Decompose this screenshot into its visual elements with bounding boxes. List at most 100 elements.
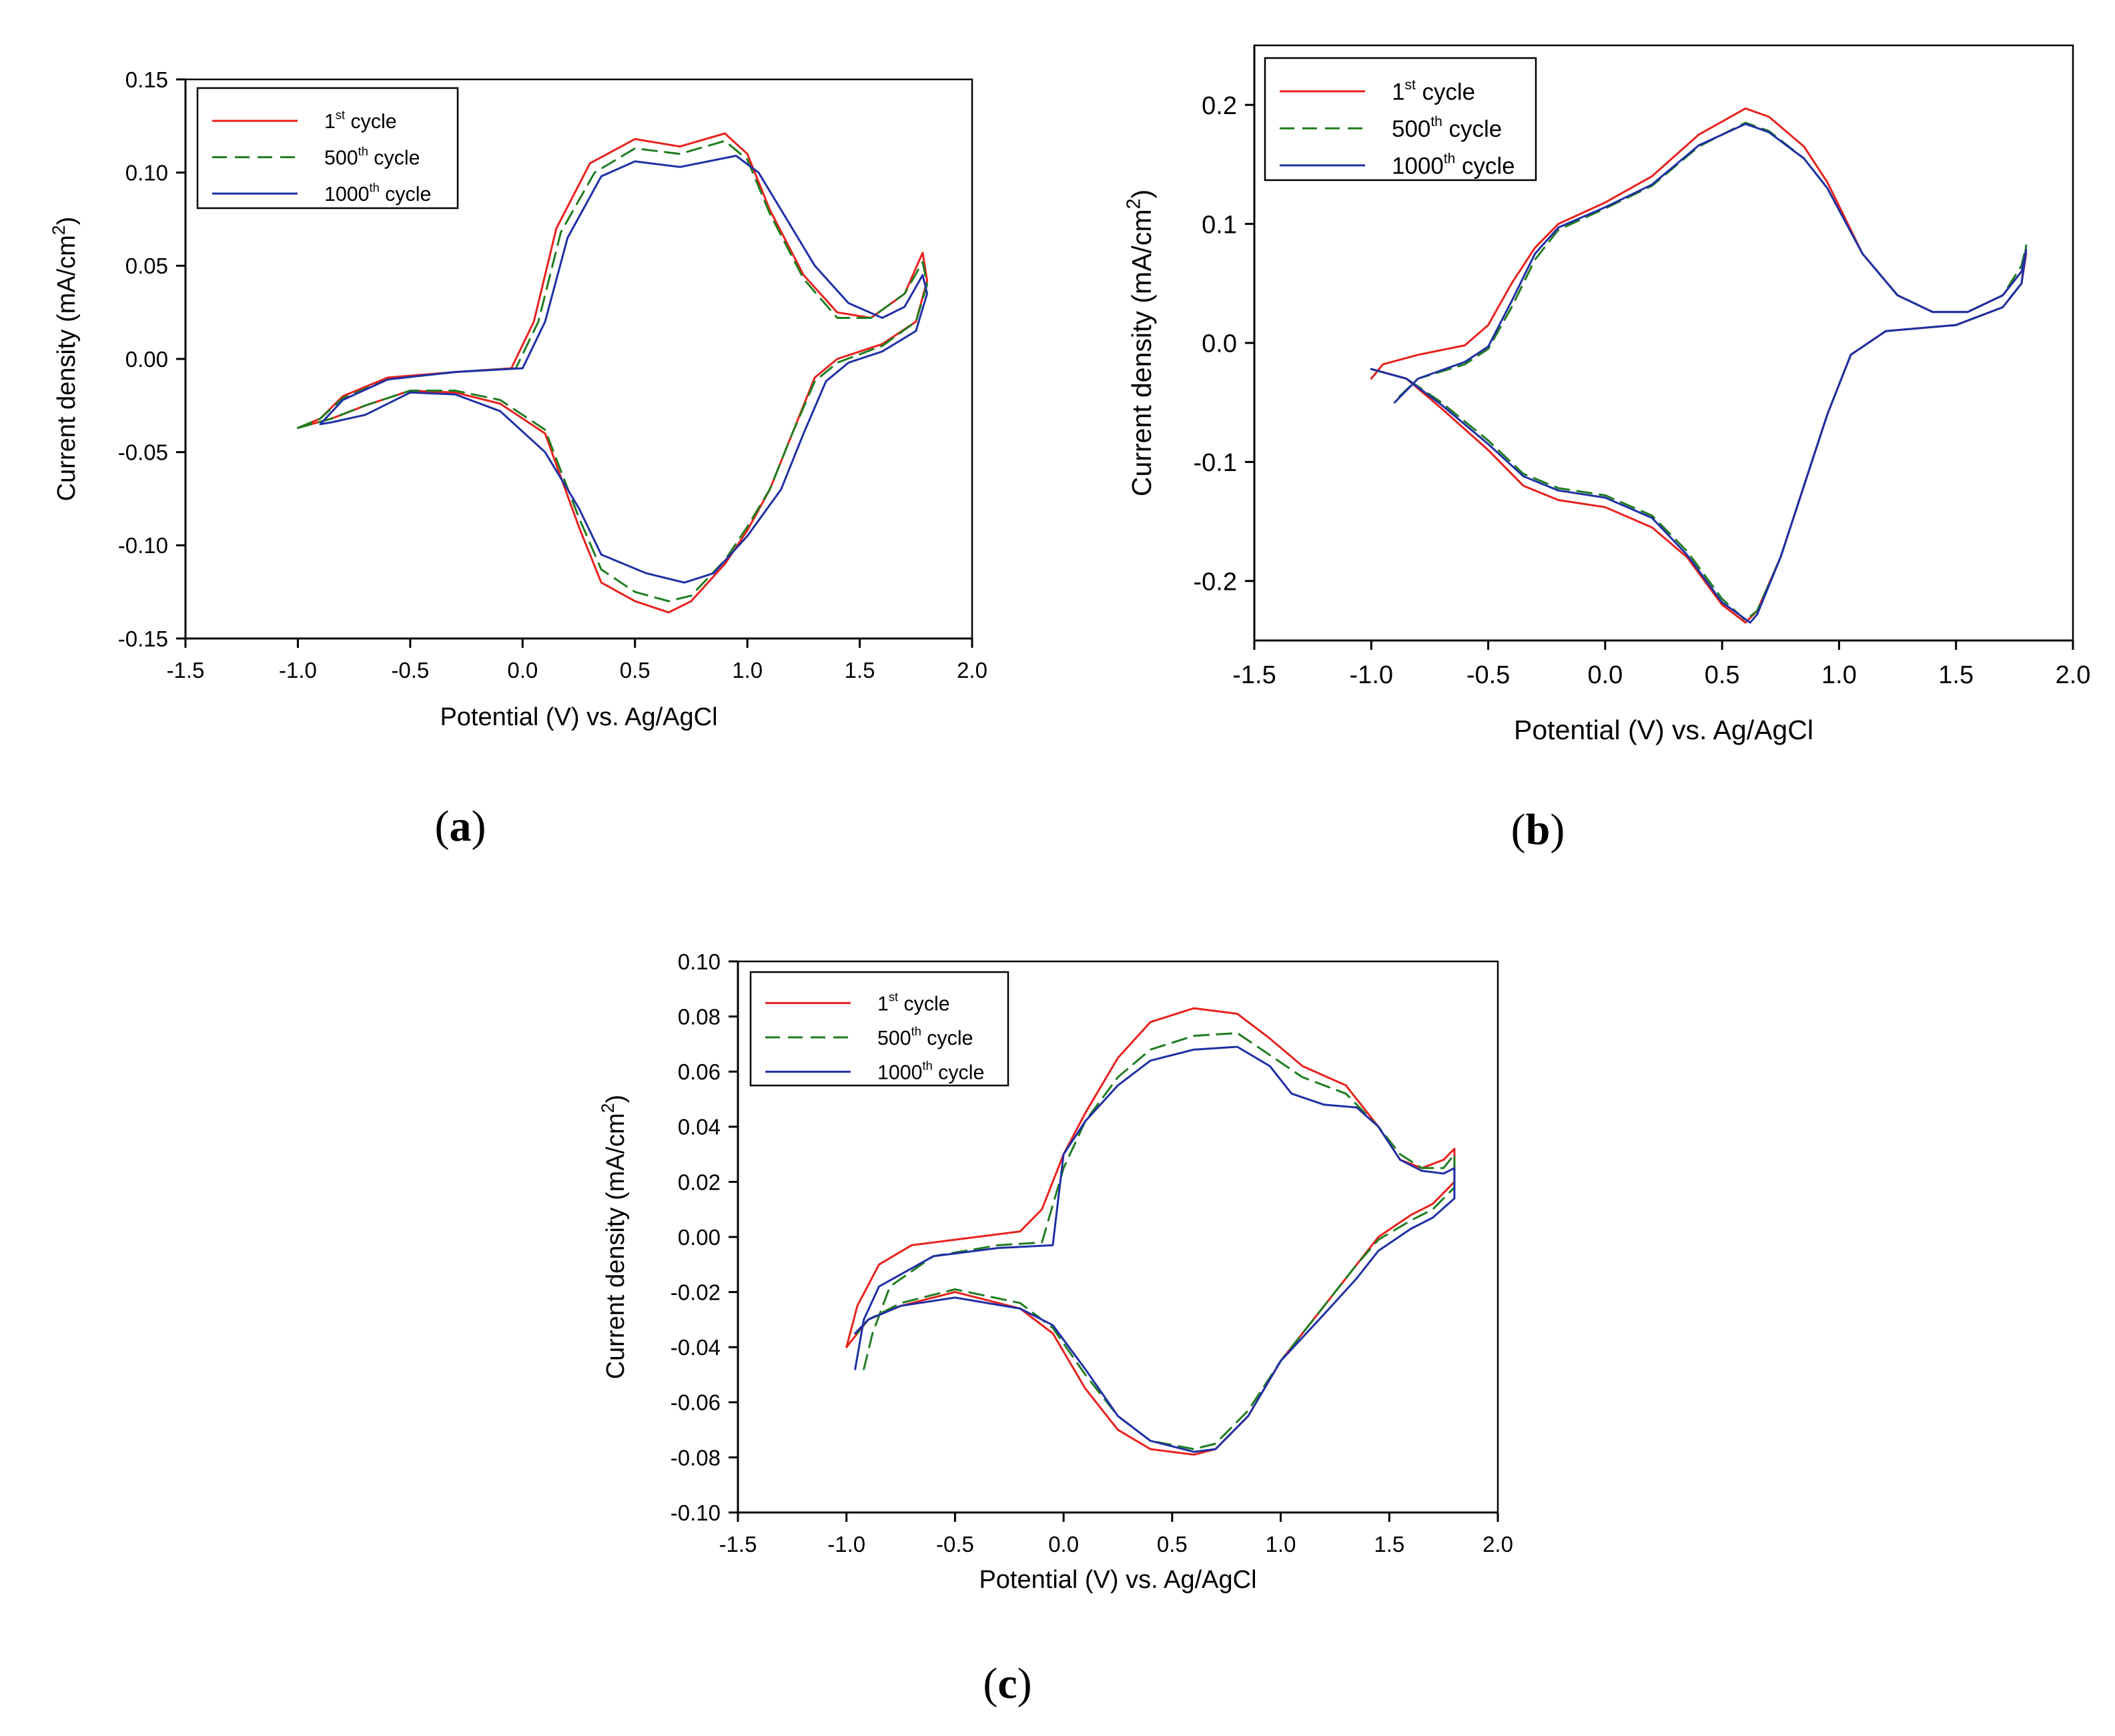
y-tick-label: -0.1 — [1194, 449, 1237, 477]
x-tick-label: -1.0 — [279, 658, 317, 683]
legend-label-rest: cycle — [1455, 153, 1515, 179]
legend-label-main: 1 — [877, 993, 889, 1015]
x-tick-label: -0.5 — [936, 1532, 974, 1557]
legend-label-rest: cycle — [921, 1027, 973, 1049]
x-tick-label: 1.0 — [1266, 1532, 1296, 1557]
x-tick-label: -0.5 — [1466, 661, 1510, 689]
y-tick-label: 0.02 — [678, 1170, 721, 1194]
series-group — [845, 1007, 1456, 1456]
x-tick-label: 1.5 — [845, 658, 875, 683]
legend-label-main: 500 — [324, 147, 358, 169]
legend-label: 500th cycle — [877, 1025, 973, 1049]
legend-label-rest: cycle — [345, 111, 397, 133]
panel-c: -1.5 -1.0 -0.5 0.0 0.5 1.0 1.5 2.0 -0.10 -0.08 -0.… — [598, 949, 1513, 1708]
x-tick-label: 0.5 — [620, 658, 651, 683]
y-tick-label: 0.05 — [125, 254, 168, 278]
legend-label: 1000th cycle — [324, 181, 431, 205]
legend-label-main: 500 — [877, 1027, 911, 1049]
legend-label-main: 1 — [324, 111, 336, 133]
y-tick-label: -0.06 — [671, 1390, 721, 1415]
legend-label-sup: st — [1404, 77, 1415, 93]
legend-label-main: 500 — [1392, 116, 1430, 142]
x-tick-label: -1.5 — [719, 1532, 757, 1557]
series-line-1st-cycle — [845, 1007, 1456, 1456]
legend-label-main: 1000 — [877, 1061, 923, 1083]
y-tick-label: 0.08 — [678, 1004, 721, 1029]
legend-label-sup: th — [923, 1059, 933, 1073]
legend-label-sup: th — [358, 145, 368, 158]
y-axis-label-sup: 2 — [49, 225, 69, 235]
y-axis-label-close: ) — [1126, 189, 1157, 199]
legend-label-rest: cycle — [1416, 79, 1475, 105]
x-axis-label: Potential (V) vs. Ag/AgCl — [440, 703, 717, 731]
x-tick-label: 1.5 — [1938, 661, 1974, 689]
x-axis-label: Potential (V) vs. Ag/AgCl — [1514, 715, 1813, 745]
y-tick-label: 0.00 — [678, 1225, 721, 1250]
legend-box — [1264, 57, 1537, 181]
y-tick-label: 0.00 — [125, 347, 168, 372]
y-axis-label-close: ) — [53, 217, 81, 226]
y-tick-label: 0.2 — [1202, 92, 1237, 120]
x-tick-label: 0.5 — [1157, 1532, 1188, 1557]
y-tick-label: -0.15 — [118, 626, 168, 651]
y-tick-label: -0.08 — [671, 1445, 721, 1470]
y-tick-label: -0.05 — [118, 440, 168, 465]
legend-label-sup: st — [336, 108, 345, 121]
legend-box — [196, 87, 459, 209]
legend-label: 1st cycle — [1392, 77, 1475, 105]
x-tick-label: 0.0 — [1048, 1532, 1079, 1557]
y-tick-label: -0.2 — [1194, 568, 1237, 596]
y-tick-label: 0.10 — [125, 161, 168, 185]
y-axis-label-sup: 2 — [1124, 199, 1145, 209]
y-axis-label: Current density (mA/cm2) — [598, 1095, 630, 1380]
y-tick-label: 0.06 — [678, 1059, 721, 1084]
x-axis-label: Potential (V) vs. Ag/AgCl — [979, 1566, 1256, 1594]
series-line-500th-cycle — [1370, 121, 2028, 622]
x-tick-label: -0.5 — [391, 658, 429, 683]
y-axis-label-close: ) — [602, 1095, 630, 1104]
legend-label: 1000th cycle — [877, 1059, 984, 1084]
legend-label-sup: st — [889, 991, 898, 1004]
y-axis-label-sup: 2 — [598, 1103, 618, 1113]
y-tick-label: 0.10 — [678, 949, 721, 974]
panel-label: (c) — [983, 1659, 1031, 1708]
legend-label: 1000th cycle — [1392, 151, 1515, 179]
series-group — [296, 132, 929, 614]
y-axis-label-text: Current density (mA/cm — [1126, 209, 1157, 497]
legend-label-rest: cycle — [1442, 116, 1502, 142]
y-axis-label-text: Current density (mA/cm — [602, 1113, 630, 1379]
x-tick-label: -1.0 — [827, 1532, 865, 1557]
legend-label: 500th cycle — [324, 145, 420, 169]
legend-label: 500th cycle — [1392, 114, 1502, 142]
y-tick-label: 0.15 — [125, 67, 168, 92]
series-line-500th-cycle — [856, 1031, 1456, 1450]
y-tick-label: -0.10 — [671, 1500, 721, 1525]
x-tick-label: -1.0 — [1350, 661, 1393, 689]
x-tick-label: -1.5 — [167, 658, 205, 683]
series-line-1000th-cycle — [1370, 123, 2028, 624]
x-tick-label: 0.0 — [507, 658, 538, 683]
x-tick-label: -1.5 — [1232, 661, 1276, 689]
legend-label-main: 1000 — [1392, 153, 1444, 179]
panel-a: -1.5 -1.0 -0.5 0.0 0.5 1.0 1.5 2.0 -0.15 -0.10 -0.… — [49, 67, 987, 851]
legend-label-rest: cycle — [898, 993, 950, 1015]
x-tick-label: 1.0 — [732, 658, 763, 683]
legend-label: 1st cycle — [877, 991, 950, 1015]
legend-label-sup: th — [370, 181, 380, 194]
legend-label: 1st cycle — [324, 108, 397, 133]
series-line-500th-cycle — [296, 139, 929, 602]
y-tick-label: -0.04 — [671, 1335, 721, 1360]
y-axis-label: Current density (mA/cm2) — [49, 217, 81, 502]
series-group — [1370, 107, 2028, 624]
x-tick-label: 0.5 — [1705, 661, 1740, 689]
y-tick-label: -0.10 — [118, 533, 168, 558]
x-tick-label: 2.0 — [957, 658, 987, 683]
legend-label-main: 1 — [1392, 79, 1404, 105]
y-tick-label: 0.1 — [1202, 211, 1237, 239]
legend-label-sup: th — [1444, 151, 1456, 167]
y-axis-label-text: Current density (mA/cm — [53, 235, 81, 501]
